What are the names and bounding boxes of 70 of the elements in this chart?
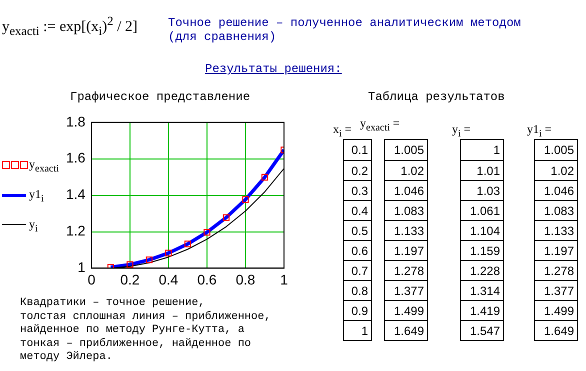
data-label: 1.278: [535, 260, 577, 280]
data-label: 1.133: [385, 220, 427, 240]
data-label: 1.046: [535, 180, 577, 200]
y-tick-label: 0.7: [344, 260, 371, 280]
data-label: 1.377: [385, 280, 427, 300]
y-tick-label: 1.8: [66, 113, 86, 130]
data-label: 1.197: [385, 240, 427, 260]
data-label: 1.02: [535, 160, 577, 180]
data-label: 1.197: [535, 240, 577, 260]
x-tick-label: 0.6: [197, 271, 217, 288]
data-label: 1.547: [461, 320, 503, 340]
point: [184, 240, 192, 248]
point: [165, 250, 172, 256]
text: y$_{exact}$$_{i}$ := exp[(x$_{i}$)$^{2}$ / 2]: [2, 14, 138, 39]
y-tick-label: 0.3: [344, 180, 371, 200]
data-label: 1.314: [461, 280, 503, 300]
data-label: 1.419: [461, 300, 503, 320]
point: [242, 196, 249, 203]
point: [261, 174, 268, 181]
y-tick-label: 0.9: [344, 300, 371, 320]
data-label: 1.083: [535, 200, 577, 220]
chart-title: Графическое представление: [70, 90, 250, 104]
y-tick-label: 0.5: [344, 220, 371, 240]
data-label: 1.133: [535, 220, 577, 240]
legend-label: y$_{i}$: [29, 217, 38, 234]
x-tick-label: y1$_{i}$ =: [527, 122, 552, 140]
data-label: 1.159: [461, 240, 503, 260]
data-label: 1.499: [535, 300, 577, 320]
y-tick-label: 1.4: [66, 186, 86, 202]
y-tick-label: 1.6: [66, 150, 86, 166]
data-label: 1.02: [385, 160, 427, 180]
point: [126, 261, 134, 268]
x-tick-label: 1: [280, 271, 288, 288]
x-tick-label: y$_{i}$ =: [452, 122, 471, 140]
x-tick-label: 0.8: [236, 271, 256, 288]
data-label: 1.649: [535, 320, 577, 340]
data-label: 1.061: [461, 200, 503, 220]
text: Точное решение – полученное аналитическим методом (для сравнения): [168, 16, 521, 44]
data-label: 1.104: [461, 220, 503, 240]
data-label: 1.649: [385, 320, 427, 340]
data-label: 1.083: [385, 200, 427, 220]
y-tick-label: 0.1: [350, 142, 369, 159]
y-tick-label: 0.2: [344, 160, 371, 180]
annotation: x$_{i}$ =: [333, 122, 352, 140]
point: [204, 228, 210, 236]
data-label: 1.005: [542, 142, 575, 159]
point: [146, 256, 153, 264]
data-label: 1.377: [535, 280, 577, 300]
y-tick-label: 1: [78, 259, 86, 276]
text: Результаты решения:: [205, 62, 342, 76]
data-label: 1.278: [385, 260, 427, 280]
y-tick-label: 0.6: [344, 240, 371, 260]
data-label: 1.228: [461, 260, 503, 280]
x-tick-label: 0: [88, 271, 96, 288]
chart-title: Таблица результатов: [368, 90, 505, 104]
y-tick-label: 1: [344, 320, 371, 340]
x-tick-label: 0.4: [158, 271, 178, 288]
y-tick-label: 0.4: [344, 200, 371, 220]
data-label: 1: [492, 142, 501, 159]
x-tick-label: y$_{exact}$$_{i}$ =: [360, 116, 400, 134]
data-label: 1.046: [385, 180, 427, 200]
data-label: 1.005: [392, 142, 425, 159]
data-label: 1.499: [385, 300, 427, 320]
data-label: 1.03: [461, 180, 503, 200]
data-label: 1.01: [461, 160, 503, 180]
x-tick-label: 0.2: [120, 271, 140, 288]
y-tick-label: 1.2: [66, 222, 86, 239]
text: Квадратики – точное решение, толстая сплошная линия – приближенное, найденное по методу Рунге-Кутта, а тонкая – приближенное, найденное по методу Эйлера.: [20, 297, 271, 364]
legend-label: y1$_{i}$: [29, 187, 44, 204]
point: [222, 214, 230, 221]
